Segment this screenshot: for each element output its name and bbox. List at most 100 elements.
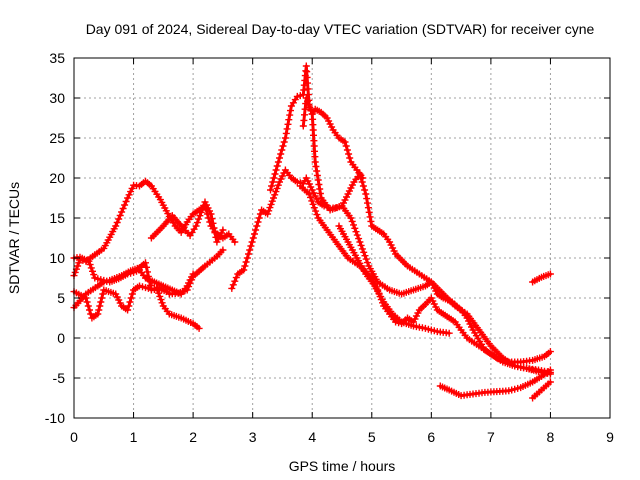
data-point-marker xyxy=(274,181,282,189)
data-point-marker xyxy=(98,294,106,302)
data-point-marker xyxy=(362,190,370,198)
data-point-marker xyxy=(280,138,288,146)
data-point-marker xyxy=(211,229,219,237)
data-point-marker xyxy=(127,188,135,196)
data-point-marker xyxy=(278,146,286,154)
data-point-marker xyxy=(252,226,260,234)
data-point-marker xyxy=(249,234,257,242)
y-tick-label: -5 xyxy=(53,370,66,386)
series-track-c xyxy=(70,282,203,332)
data-point-marker xyxy=(246,246,254,254)
data-point-marker xyxy=(279,142,287,150)
series-line xyxy=(337,224,451,335)
y-tick-label: 10 xyxy=(49,250,65,266)
data-point-marker xyxy=(347,214,355,222)
data-point-marker xyxy=(197,208,205,216)
data-point-marker xyxy=(124,306,132,314)
data-point-marker xyxy=(229,281,237,289)
data-point-marker xyxy=(348,217,356,225)
series-layer xyxy=(70,62,554,402)
data-point-marker xyxy=(208,215,216,223)
data-point-marker xyxy=(306,104,314,112)
data-point-marker xyxy=(281,134,289,142)
data-point-marker xyxy=(99,290,107,298)
data-point-marker xyxy=(86,261,94,269)
data-point-marker xyxy=(126,298,134,306)
data-point-marker xyxy=(271,191,279,199)
data-point-marker xyxy=(273,184,281,192)
x-tick-label: 4 xyxy=(308,429,316,445)
x-tick-label: 1 xyxy=(130,429,138,445)
data-point-marker xyxy=(273,162,281,170)
data-point-marker xyxy=(251,230,258,238)
y-tick-label: 35 xyxy=(49,50,65,66)
data-point-marker xyxy=(307,107,315,115)
data-point-marker xyxy=(144,268,151,276)
data-point-marker xyxy=(357,241,365,249)
data-point-marker xyxy=(343,146,351,154)
data-point-marker xyxy=(277,150,285,158)
y-tick-label: 5 xyxy=(57,290,65,306)
y-tick-label: 15 xyxy=(49,210,65,226)
data-point-marker xyxy=(240,266,248,274)
data-point-marker xyxy=(122,198,130,205)
data-point-marker xyxy=(268,197,276,205)
data-point-marker xyxy=(546,270,554,278)
data-point-marker xyxy=(312,163,320,170)
data-point-marker xyxy=(283,125,291,133)
data-point-marker xyxy=(118,208,126,216)
data-point-marker xyxy=(143,263,150,271)
data-point-marker xyxy=(254,218,262,226)
data-point-marker xyxy=(125,191,133,199)
data-point-marker xyxy=(286,111,294,119)
series-track-e xyxy=(296,182,554,378)
data-point-marker xyxy=(364,259,371,267)
data-point-marker xyxy=(86,306,93,314)
data-point-marker xyxy=(270,194,277,202)
data-point-marker xyxy=(207,210,215,218)
chart-title: Day 091 of 2024, Sidereal Day-to-day VTE… xyxy=(86,21,595,37)
data-point-marker xyxy=(74,262,82,270)
data-point-marker xyxy=(316,190,324,197)
x-axis-label: GPS time / hours xyxy=(289,458,396,474)
data-point-marker xyxy=(266,204,274,212)
data-point-marker xyxy=(116,212,124,219)
data-point-marker xyxy=(546,378,554,386)
y-axis-label: SDTVAR / TECUs xyxy=(6,182,22,294)
plot-frame xyxy=(73,57,611,419)
data-point-marker xyxy=(305,190,313,198)
data-point-marker xyxy=(315,181,323,188)
series-line xyxy=(298,184,552,376)
data-point-marker xyxy=(94,310,102,318)
data-point-marker xyxy=(253,222,261,230)
data-point-marker xyxy=(192,222,200,230)
data-point-marker xyxy=(358,245,366,253)
data-point-marker xyxy=(302,94,310,102)
data-point-marker xyxy=(265,207,273,215)
data-point-marker xyxy=(307,193,314,201)
data-point-marker xyxy=(153,286,161,294)
data-point-marker xyxy=(189,270,197,278)
data-point-marker xyxy=(90,271,98,279)
data-point-marker xyxy=(355,235,363,243)
data-point-marker xyxy=(95,306,103,314)
series-line xyxy=(230,168,552,374)
x-tick-label: 7 xyxy=(487,429,495,445)
data-point-marker xyxy=(125,302,133,310)
x-tick-label: 9 xyxy=(606,429,614,445)
data-point-marker xyxy=(243,254,251,262)
data-point-marker xyxy=(156,292,164,300)
data-point-marker xyxy=(121,201,129,209)
x-tick-label: 8 xyxy=(547,429,555,445)
data-point-marker xyxy=(350,221,357,229)
data-point-marker xyxy=(310,204,318,212)
x-tick-label: 2 xyxy=(189,429,197,445)
data-point-marker xyxy=(268,182,276,190)
data-point-marker xyxy=(272,188,280,196)
y-tick-label: 30 xyxy=(49,90,65,106)
data-point-marker xyxy=(242,258,250,266)
data-point-marker xyxy=(364,199,371,207)
data-point-marker xyxy=(287,107,294,115)
data-point-marker xyxy=(219,246,227,254)
